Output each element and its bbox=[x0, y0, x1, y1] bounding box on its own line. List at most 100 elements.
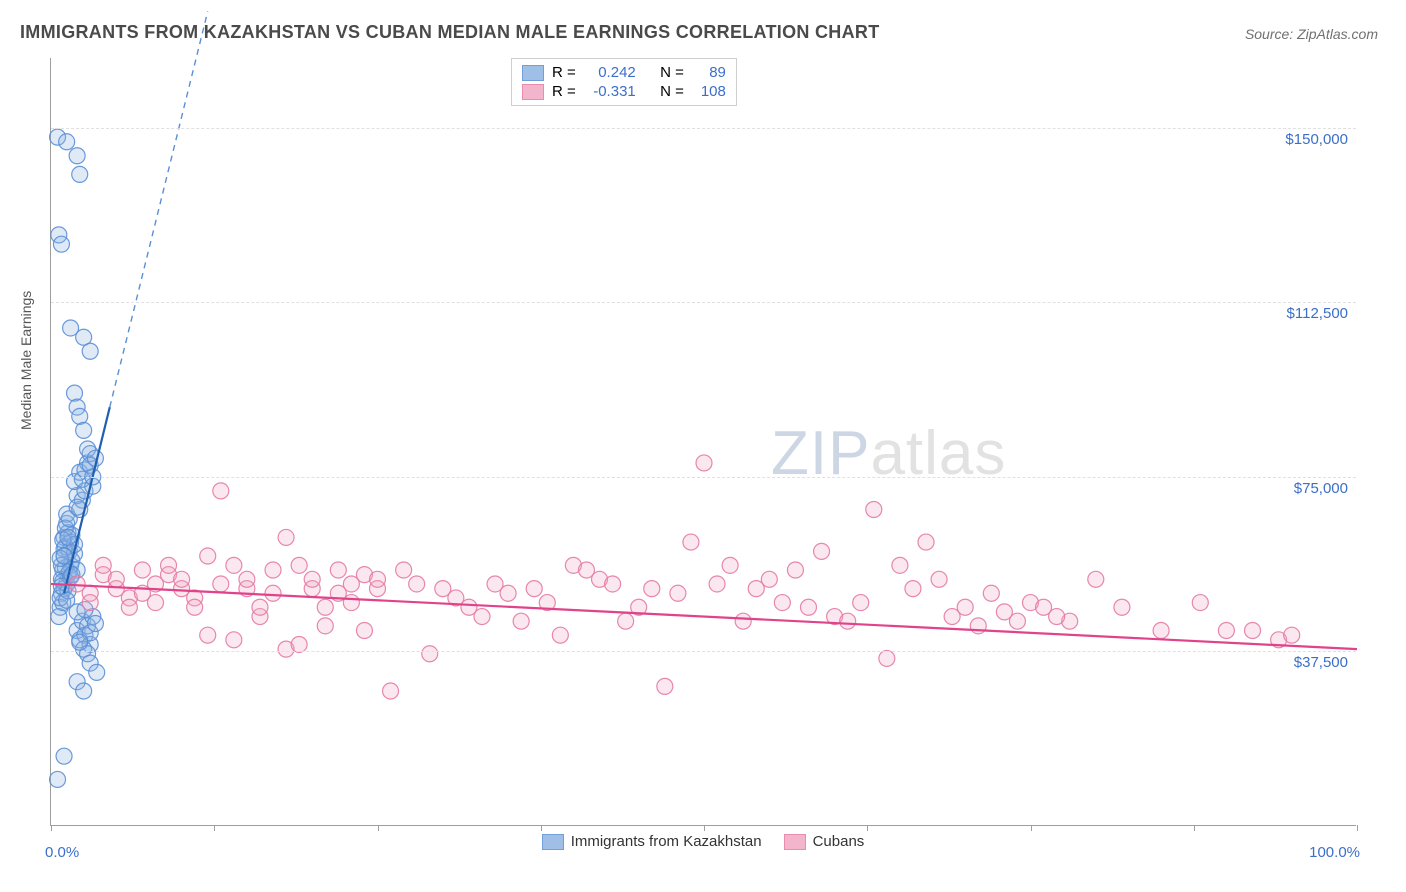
data-point-cubans bbox=[1114, 599, 1130, 615]
data-point-cubans bbox=[343, 595, 359, 611]
data-point-kazakhstan bbox=[59, 134, 75, 150]
data-point-cubans bbox=[944, 609, 960, 625]
y-axis-label: Median Male Earnings bbox=[18, 291, 34, 430]
legend-label-cubans: Cubans bbox=[813, 833, 865, 850]
r-value-cubans: -0.331 bbox=[584, 83, 636, 100]
r-value-kazakhstan: 0.242 bbox=[584, 64, 636, 81]
data-point-cubans bbox=[905, 581, 921, 597]
data-point-kazakhstan bbox=[89, 664, 105, 680]
data-point-cubans bbox=[265, 585, 281, 601]
data-point-cubans bbox=[278, 529, 294, 545]
data-point-kazakhstan bbox=[76, 683, 92, 699]
y-tick-label: $37,500 bbox=[1294, 654, 1348, 671]
data-point-cubans bbox=[787, 562, 803, 578]
data-point-cubans bbox=[356, 623, 372, 639]
data-point-cubans bbox=[892, 557, 908, 573]
data-point-kazakhstan bbox=[69, 148, 85, 164]
legend-item-cubans: Cubans bbox=[784, 833, 865, 850]
data-point-cubans bbox=[82, 595, 98, 611]
data-point-cubans bbox=[108, 571, 124, 587]
legend-row-kazakhstan: R = 0.242 N = 89 bbox=[520, 63, 728, 82]
data-point-cubans bbox=[670, 585, 686, 601]
data-point-cubans bbox=[147, 595, 163, 611]
data-point-kazakhstan bbox=[72, 166, 88, 182]
legend-row-cubans: R = -0.331 N = 108 bbox=[520, 82, 728, 101]
data-point-kazakhstan bbox=[50, 771, 66, 787]
data-point-cubans bbox=[605, 576, 621, 592]
data-point-cubans bbox=[983, 585, 999, 601]
data-point-cubans bbox=[1192, 595, 1208, 611]
data-point-cubans bbox=[161, 557, 177, 573]
y-tick-label: $75,000 bbox=[1294, 480, 1348, 497]
r-label: R = bbox=[552, 83, 576, 100]
data-point-kazakhstan bbox=[53, 236, 69, 252]
legend-label-kazakhstan: Immigrants from Kazakhstan bbox=[571, 833, 762, 850]
data-point-kazakhstan bbox=[56, 748, 72, 764]
data-point-cubans bbox=[513, 613, 529, 629]
data-point-cubans bbox=[317, 618, 333, 634]
data-point-cubans bbox=[644, 581, 660, 597]
data-point-cubans bbox=[748, 581, 764, 597]
data-point-cubans bbox=[95, 557, 111, 573]
data-point-cubans bbox=[696, 455, 712, 471]
data-point-cubans bbox=[121, 599, 137, 615]
swatch-kazakhstan bbox=[542, 834, 564, 850]
data-point-cubans bbox=[226, 557, 242, 573]
data-point-cubans bbox=[213, 576, 229, 592]
data-point-cubans bbox=[814, 543, 830, 559]
n-label: N = bbox=[660, 64, 684, 81]
data-point-cubans bbox=[409, 576, 425, 592]
data-point-cubans bbox=[317, 599, 333, 615]
data-point-cubans bbox=[474, 609, 490, 625]
data-point-cubans bbox=[239, 571, 255, 587]
data-point-cubans bbox=[304, 571, 320, 587]
n-value-kazakhstan: 89 bbox=[692, 64, 726, 81]
data-point-cubans bbox=[618, 613, 634, 629]
source-attribution: Source: ZipAtlas.com bbox=[1245, 26, 1378, 42]
data-point-cubans bbox=[487, 576, 503, 592]
data-point-cubans bbox=[840, 613, 856, 629]
data-point-cubans bbox=[683, 534, 699, 550]
y-tick-label: $150,000 bbox=[1285, 131, 1348, 148]
swatch-cubans bbox=[784, 834, 806, 850]
data-point-cubans bbox=[252, 599, 268, 615]
data-point-cubans bbox=[1049, 609, 1065, 625]
correlation-legend: R = 0.242 N = 89 R = -0.331 N = 108 bbox=[511, 58, 737, 106]
plot-svg bbox=[51, 58, 1356, 825]
data-point-cubans bbox=[709, 576, 725, 592]
data-point-cubans bbox=[213, 483, 229, 499]
legend-item-kazakhstan: Immigrants from Kazakhstan bbox=[542, 833, 762, 850]
scatter-plot: ZIPatlas R = 0.242 N = 89 R = -0.331 N =… bbox=[50, 58, 1356, 826]
data-point-cubans bbox=[866, 501, 882, 517]
data-point-cubans bbox=[422, 646, 438, 662]
data-point-cubans bbox=[552, 627, 568, 643]
data-point-cubans bbox=[1009, 613, 1025, 629]
data-point-cubans bbox=[735, 613, 751, 629]
data-point-cubans bbox=[330, 562, 346, 578]
data-point-cubans bbox=[1088, 571, 1104, 587]
swatch-cubans bbox=[522, 84, 544, 100]
data-point-kazakhstan bbox=[87, 616, 103, 632]
data-point-kazakhstan bbox=[56, 548, 72, 564]
data-point-cubans bbox=[1153, 623, 1169, 639]
data-point-cubans bbox=[918, 534, 934, 550]
data-point-cubans bbox=[1218, 623, 1234, 639]
data-point-cubans bbox=[134, 562, 150, 578]
y-tick-label: $112,500 bbox=[1287, 305, 1348, 322]
data-point-cubans bbox=[1284, 627, 1300, 643]
data-point-cubans bbox=[396, 562, 412, 578]
data-point-kazakhstan bbox=[72, 634, 88, 650]
data-point-kazakhstan bbox=[60, 529, 76, 545]
data-point-kazakhstan bbox=[67, 385, 83, 401]
r-label: R = bbox=[552, 64, 576, 81]
data-point-cubans bbox=[526, 581, 542, 597]
data-point-cubans bbox=[174, 571, 190, 587]
swatch-kazakhstan bbox=[522, 65, 544, 81]
data-point-cubans bbox=[383, 683, 399, 699]
n-value-cubans: 108 bbox=[692, 83, 726, 100]
n-label: N = bbox=[660, 83, 684, 100]
data-point-cubans bbox=[774, 595, 790, 611]
data-point-cubans bbox=[800, 599, 816, 615]
data-point-cubans bbox=[265, 562, 281, 578]
data-point-cubans bbox=[1245, 623, 1261, 639]
